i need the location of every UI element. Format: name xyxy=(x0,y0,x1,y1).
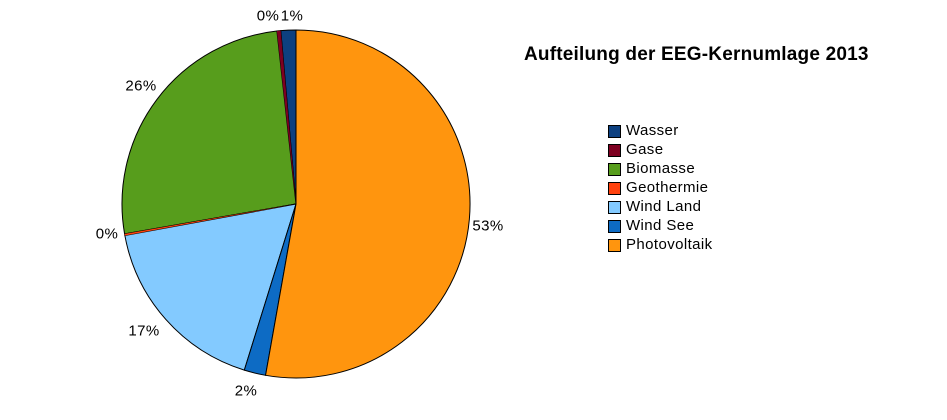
legend-label-biomasse: Biomasse xyxy=(626,160,696,177)
legend-label-wind-land: Wind Land xyxy=(626,198,702,215)
chart-title: Aufteilung der EEG-Kernumlage 2013 xyxy=(524,44,869,65)
pie-slice-wind-land xyxy=(124,203,297,371)
legend-swatch-biomasse xyxy=(608,162,621,176)
legend-label-gase: Gase xyxy=(626,141,664,158)
slice-label-wind-see: 2% xyxy=(234,382,258,400)
legend-swatch-geothermie xyxy=(608,181,621,195)
pie-slice-photovoltaik xyxy=(264,29,471,379)
legend-item-wind-land: Wind Land xyxy=(608,198,713,215)
legend-swatch-photovoltaik xyxy=(608,238,621,252)
slice-label-photovoltaik: 53% xyxy=(472,217,504,235)
slice-label-wasser: 1% xyxy=(280,7,304,25)
legend-item-wasser: Wasser xyxy=(608,122,713,139)
slice-label-gase: 0% xyxy=(256,7,280,25)
legend-item-photovoltaik: Photovoltaik xyxy=(608,236,713,253)
legend-swatch-gase xyxy=(608,143,621,157)
slice-label-wind-land: 17% xyxy=(128,322,160,340)
slice-label-geothermie: 0% xyxy=(95,225,119,243)
legend-swatch-wind-see xyxy=(608,219,621,233)
legend-label-wasser: Wasser xyxy=(626,122,679,139)
pie-slice-biomasse xyxy=(121,30,297,235)
legend-label-wind-see: Wind See xyxy=(626,217,695,234)
legend-item-biomasse: Biomasse xyxy=(608,160,713,177)
slice-label-biomasse: 26% xyxy=(125,77,157,95)
legend-label-photovoltaik: Photovoltaik xyxy=(626,236,713,253)
pie-slice-geothermie-overlay xyxy=(124,204,296,236)
legend-item-gase: Gase xyxy=(608,141,713,158)
legend-swatch-wasser xyxy=(608,124,621,138)
legend-item-geothermie: Geothermie xyxy=(608,179,713,196)
legend: Wasser Gase Biomasse Geothermie Wind Land Win… xyxy=(608,122,713,257)
legend-item-wind-see: Wind See xyxy=(608,217,713,234)
legend-swatch-wind-land xyxy=(608,200,621,214)
pie-slice-gase-overlay xyxy=(276,30,296,205)
legend-label-geothermie: Geothermie xyxy=(626,179,709,196)
